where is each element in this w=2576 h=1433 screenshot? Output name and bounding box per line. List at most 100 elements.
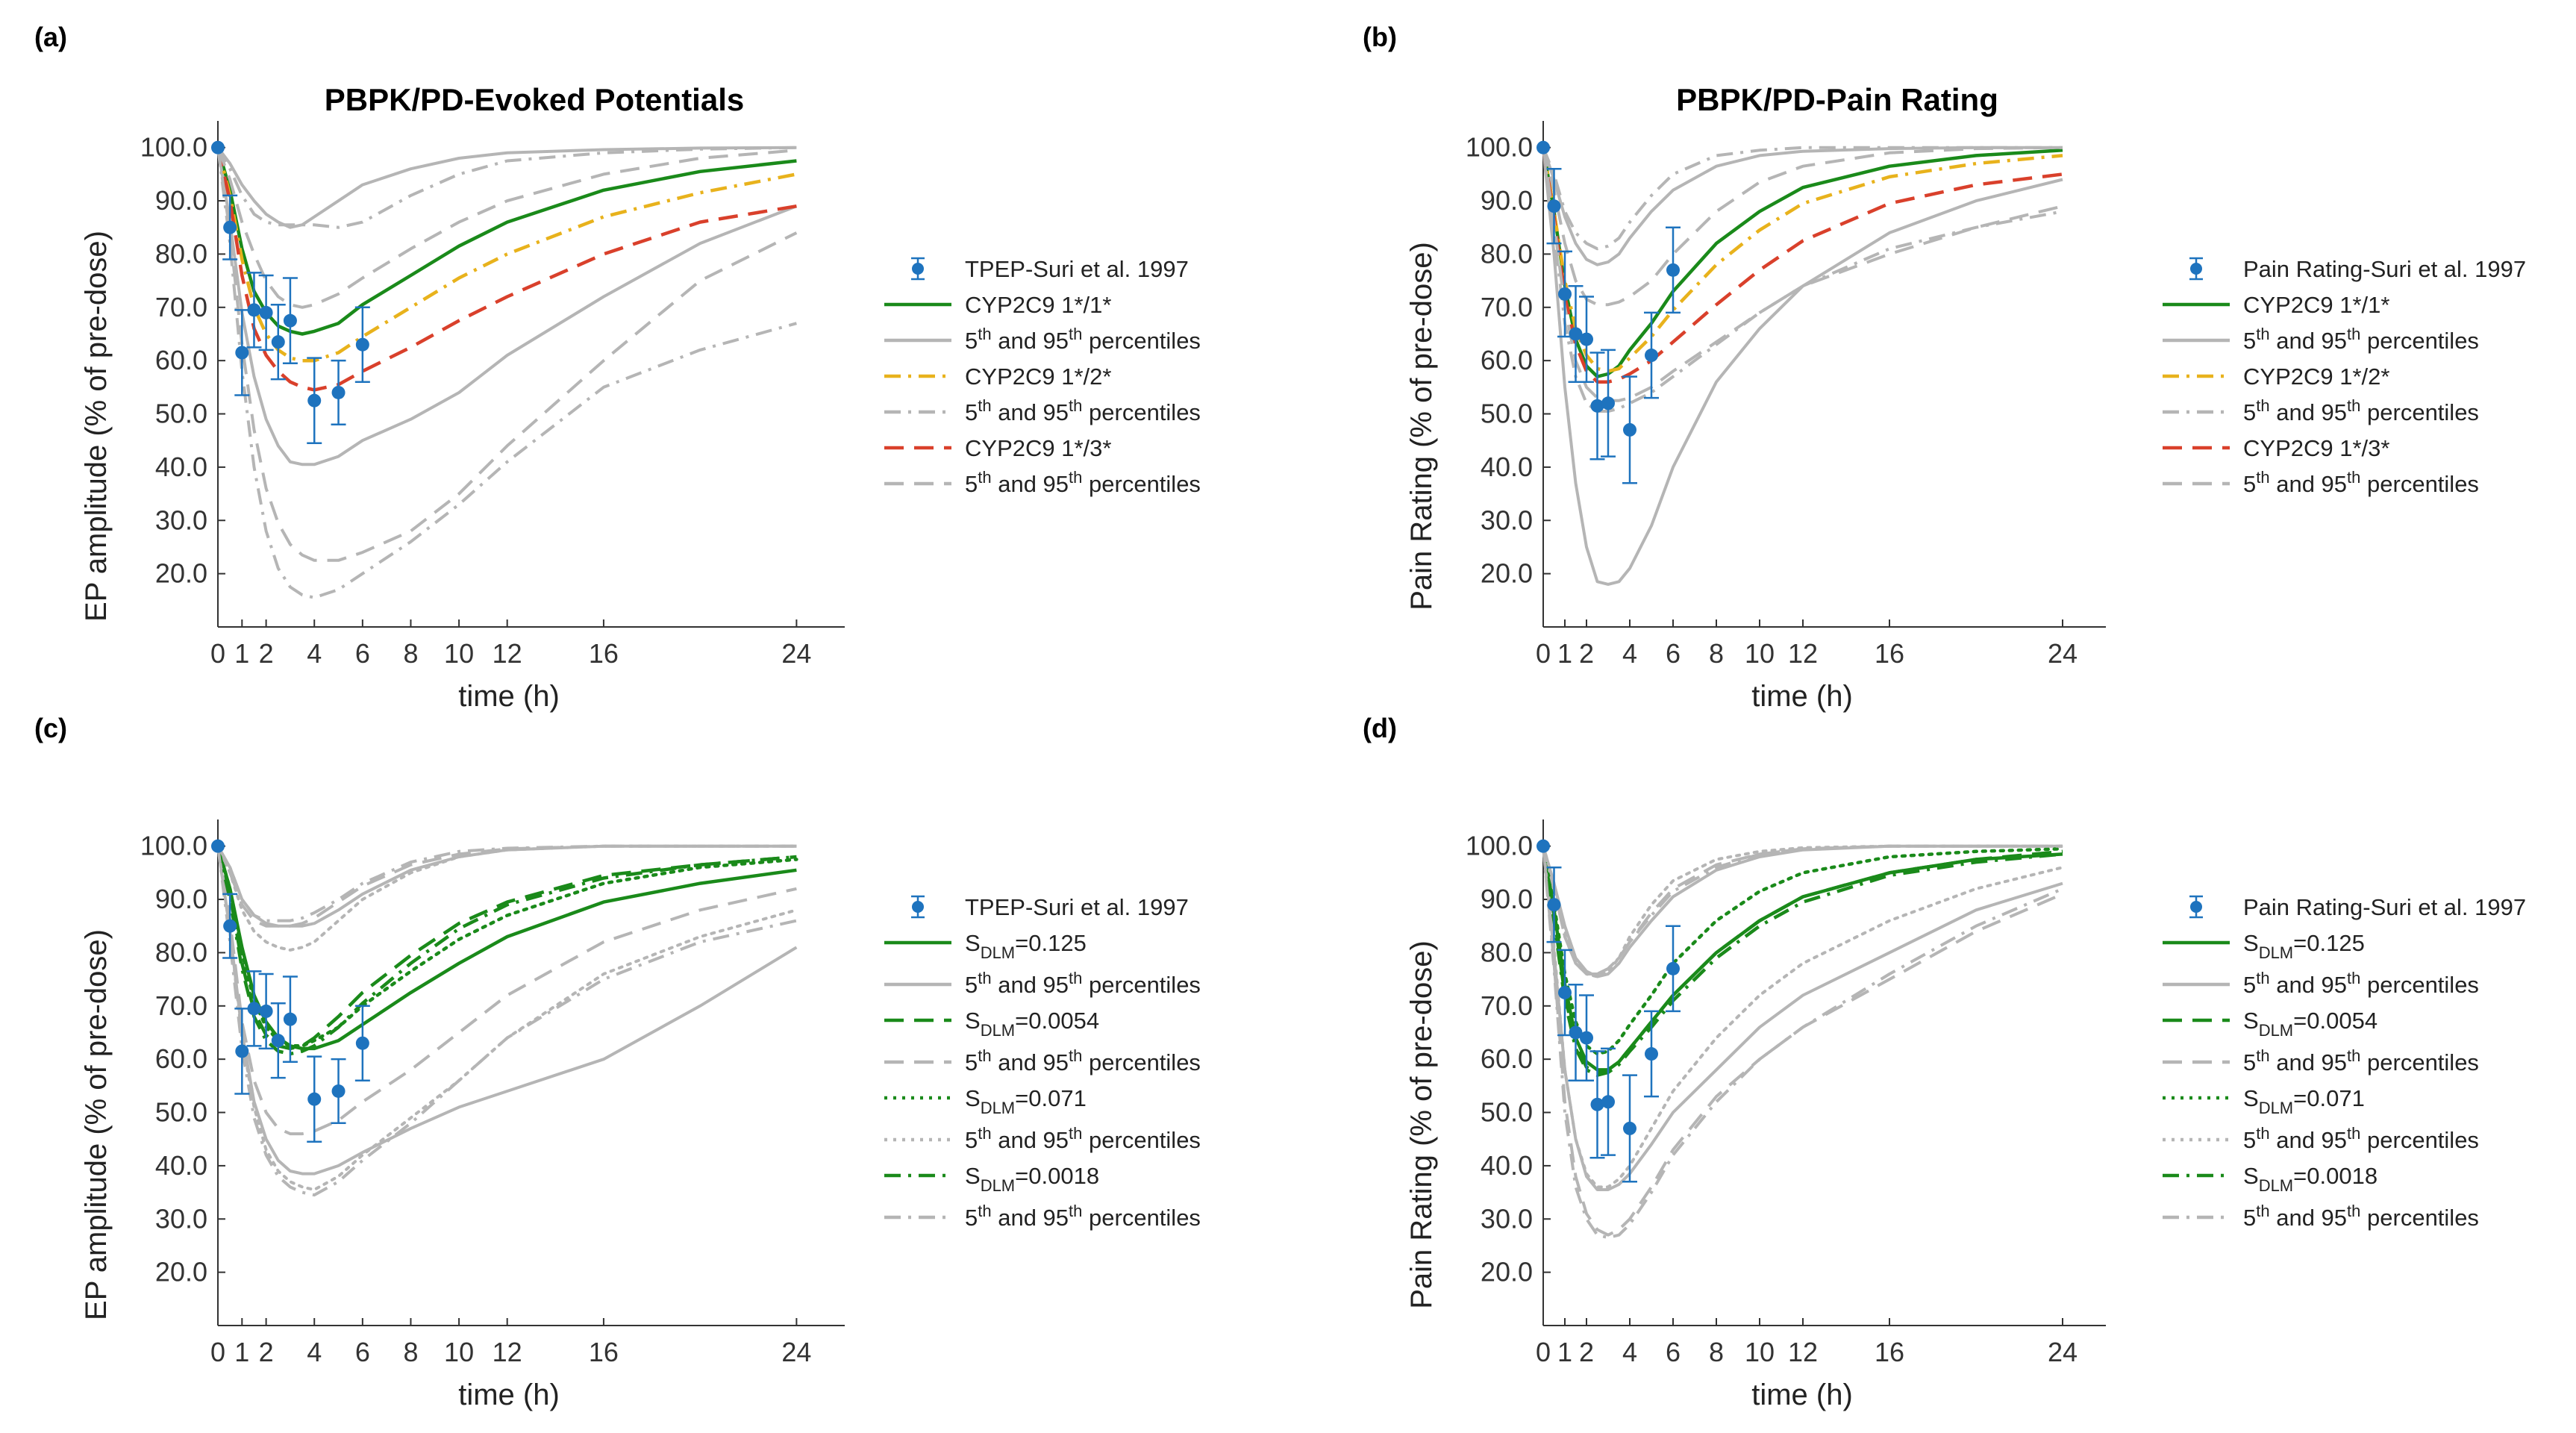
legend-part: and 95 <box>2270 972 2347 998</box>
y-tick-label: 30.0 <box>155 1203 207 1234</box>
x-tick-label: 1 <box>234 638 249 669</box>
x-tick-label: 6 <box>1666 638 1681 669</box>
y-tick-label: 70.0 <box>1481 292 1533 322</box>
legend-label: 5th and 95th percentiles5th and 95th per… <box>2243 468 2479 497</box>
x-tick-label: 16 <box>1875 638 1904 669</box>
series-line-8 <box>1542 844 2064 1189</box>
observed-point <box>1547 199 1561 213</box>
legend-label: CYP2C9 1*/3* <box>965 435 1111 461</box>
observed-point <box>1601 396 1615 410</box>
legend-part: percentiles <box>1082 399 1201 425</box>
legend-label: 5th and 95th percentiles5th and 95th per… <box>965 1202 1201 1231</box>
legend-marker-point <box>912 263 924 275</box>
legend-sup: th <box>2347 1202 2360 1220</box>
series-line-8 <box>216 844 798 1191</box>
legend-part: percentiles <box>1082 972 1201 998</box>
observed-point <box>1558 985 1572 999</box>
observed-point <box>307 1092 322 1106</box>
legend-sup: th <box>1069 969 1082 987</box>
observed-point <box>355 337 369 352</box>
panel-label: (d) <box>1363 713 1397 743</box>
x-tick-label: 6 <box>1666 1337 1681 1367</box>
observed-point <box>1536 839 1550 853</box>
y-tick-label: 50.0 <box>155 399 207 429</box>
chart-title: PBPK/PD-Pain Rating <box>1676 82 1998 117</box>
observed-point <box>283 313 297 328</box>
observed-point <box>1645 1047 1658 1061</box>
y-tick-label: 60.0 <box>1481 1043 1533 1074</box>
legend-sup: th <box>978 1046 991 1065</box>
panel-label: (c) <box>34 713 67 743</box>
legend-sup: th <box>2347 325 2360 343</box>
legend-sup: th <box>1069 325 1082 343</box>
observed-point <box>1666 961 1680 975</box>
x-tick-label: 12 <box>493 638 522 669</box>
legend-part: 5 <box>2243 1205 2256 1231</box>
legend-sub: DLM <box>981 1099 1015 1117</box>
legend-part: percentiles <box>1082 328 1201 354</box>
legend-part: percentiles <box>1082 1049 1201 1075</box>
observed-point <box>235 1044 249 1058</box>
legend-sup: th <box>2256 396 2269 415</box>
series-line-2 <box>216 147 798 466</box>
y-tick-label: 70.0 <box>155 990 207 1021</box>
y-axis-label: Pain Rating (% of pre-dose) <box>1405 940 1438 1309</box>
legend-part: percentiles <box>1082 1127 1201 1153</box>
legend-sup: th <box>1069 468 1082 487</box>
observed-point <box>211 140 225 154</box>
observed-point <box>1590 399 1604 413</box>
series-line-10 <box>1542 844 2063 975</box>
legend-value: =0.0018 <box>1015 1163 1099 1189</box>
y-tick-label: 20.0 <box>1481 558 1533 589</box>
y-axis-label: EP amplitude (% of pre-dose) <box>80 231 113 622</box>
legend-part: and 95 <box>2270 1127 2347 1153</box>
legend-part: percentiles <box>1082 1205 1201 1231</box>
series-line-0 <box>216 846 797 1051</box>
legend-sup: th <box>2347 1046 2360 1065</box>
legend-label: SDLM=0.071 <box>2243 1085 2365 1117</box>
observed-point <box>259 1004 273 1018</box>
x-tick-label: 24 <box>2048 638 2078 669</box>
chart-panel-b: (b) PBPK/PD-Pain Rating 100.0 90.0 80.0 70.0 6… <box>1363 22 2526 713</box>
legend-label: SDLM=0.071 <box>965 1085 1087 1117</box>
legend-label: 5th and 95th percentiles5th and 95th per… <box>965 1046 1201 1075</box>
legend-part: 5 <box>965 471 978 497</box>
legend-label: 5th and 95th percentiles5th and 95th per… <box>965 468 1201 497</box>
legend-part: and 95 <box>2270 1049 2347 1075</box>
legend-label: CYP2C9 1*/2* <box>965 363 1111 390</box>
observed-point <box>259 305 273 319</box>
legend-sup: th <box>1069 1046 1082 1065</box>
legend-part: percentiles <box>2360 328 2479 354</box>
legend-part: 5 <box>2243 471 2256 497</box>
x-tick-label: 4 <box>307 638 322 669</box>
legend-sup: th <box>978 325 991 343</box>
series-line-7 <box>216 844 798 952</box>
x-tick-label: 24 <box>781 1337 811 1367</box>
x-tick-label: 16 <box>589 1337 619 1367</box>
legend-sup: th <box>2256 325 2269 343</box>
x-axis-label: time (h) <box>1751 680 1853 713</box>
legend-marker-point <box>2190 263 2202 275</box>
legend-sub: DLM <box>981 943 1015 962</box>
legend-part: and 95 <box>992 1049 1069 1075</box>
legend-label: TPEP-Suri et al. 1997 <box>965 256 1189 282</box>
series-line-7 <box>216 146 797 309</box>
series-line-9 <box>216 846 797 1056</box>
legend-label: CYP2C9 1*/2* <box>2243 363 2389 390</box>
chart-panel-d: (d) 100.0 90.0 80.0 70.0 60.0 50.0 40.0 30.0 20.0… <box>1363 713 2526 1411</box>
observed-point <box>1558 287 1572 301</box>
x-tick-label: 0 <box>1536 638 1551 669</box>
x-tick-label: 10 <box>1745 1337 1775 1367</box>
series-line-4 <box>216 146 797 229</box>
x-tick-label: 24 <box>2048 1337 2078 1367</box>
legend-part: 5 <box>965 399 978 425</box>
legend-sup: th <box>2256 1124 2269 1143</box>
x-tick-label: 2 <box>1579 1337 1594 1367</box>
legend-part: and 95 <box>992 972 1069 998</box>
legend-sup: th <box>1069 396 1082 415</box>
legend-part: 5 <box>965 972 978 998</box>
legend-value: =0.071 <box>2293 1085 2365 1111</box>
y-tick-label: 80.0 <box>1481 238 1533 269</box>
legend-part: 5 <box>965 328 978 354</box>
y-tick-label: 70.0 <box>1481 990 1533 1021</box>
